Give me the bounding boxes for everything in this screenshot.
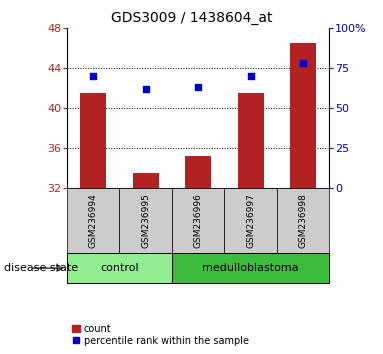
- Point: [143, 86, 149, 92]
- Legend: count, percentile rank within the sample: count, percentile rank within the sample: [72, 324, 249, 346]
- Bar: [80, 93, 106, 188]
- Bar: [67, 188, 119, 253]
- Point: [248, 73, 254, 79]
- Bar: [67, 253, 172, 283]
- Text: GDS3009 / 1438604_at: GDS3009 / 1438604_at: [111, 11, 272, 25]
- Bar: [290, 43, 316, 188]
- Text: control: control: [100, 263, 139, 273]
- Bar: [185, 156, 211, 188]
- Text: GSM236997: GSM236997: [246, 193, 255, 248]
- Bar: [119, 188, 172, 253]
- Bar: [172, 188, 224, 253]
- Bar: [277, 188, 329, 253]
- Point: [195, 85, 201, 90]
- Text: GSM236998: GSM236998: [299, 193, 308, 248]
- Bar: [237, 93, 264, 188]
- Bar: [224, 188, 277, 253]
- Bar: [172, 253, 329, 283]
- Bar: [133, 173, 159, 188]
- Text: GSM236994: GSM236994: [89, 193, 98, 248]
- Text: medulloblastoma: medulloblastoma: [202, 263, 299, 273]
- Point: [90, 73, 97, 79]
- Text: disease state: disease state: [4, 263, 78, 273]
- Text: GSM236995: GSM236995: [141, 193, 150, 248]
- Point: [300, 61, 306, 66]
- Text: GSM236996: GSM236996: [194, 193, 203, 248]
